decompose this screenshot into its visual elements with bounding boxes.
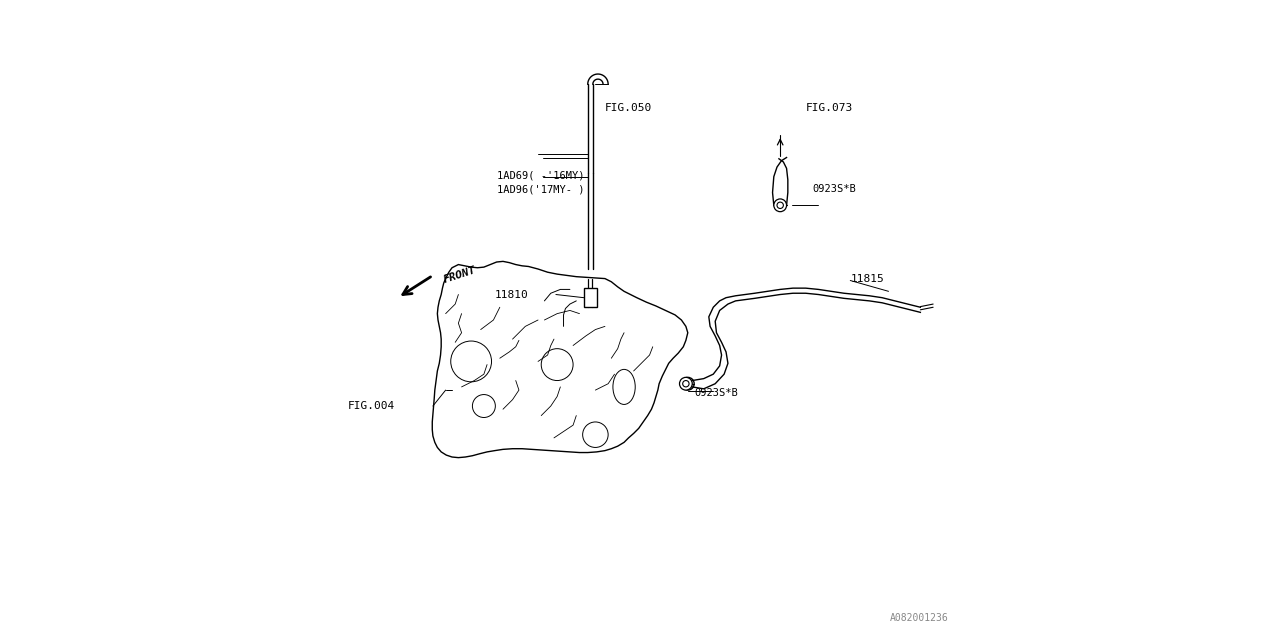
- Text: 11810: 11810: [495, 289, 529, 300]
- Circle shape: [777, 202, 783, 209]
- FancyBboxPatch shape: [584, 288, 596, 307]
- Text: 0923S*B: 0923S*B: [812, 184, 856, 195]
- Circle shape: [774, 199, 787, 212]
- Text: 11815: 11815: [850, 273, 884, 284]
- Text: A082001236: A082001236: [891, 612, 948, 623]
- Text: FRONT: FRONT: [443, 266, 477, 285]
- Text: FIG.050: FIG.050: [605, 103, 653, 113]
- Text: FIG.073: FIG.073: [805, 103, 852, 113]
- Circle shape: [682, 381, 689, 387]
- Polygon shape: [433, 261, 687, 458]
- Text: 1AD69( -'16MY)
1AD96('17MY- ): 1AD69( -'16MY) 1AD96('17MY- ): [497, 170, 584, 195]
- Text: FIG.004: FIG.004: [347, 401, 394, 411]
- Text: 0923S*B: 0923S*B: [694, 388, 737, 398]
- Circle shape: [680, 378, 692, 390]
